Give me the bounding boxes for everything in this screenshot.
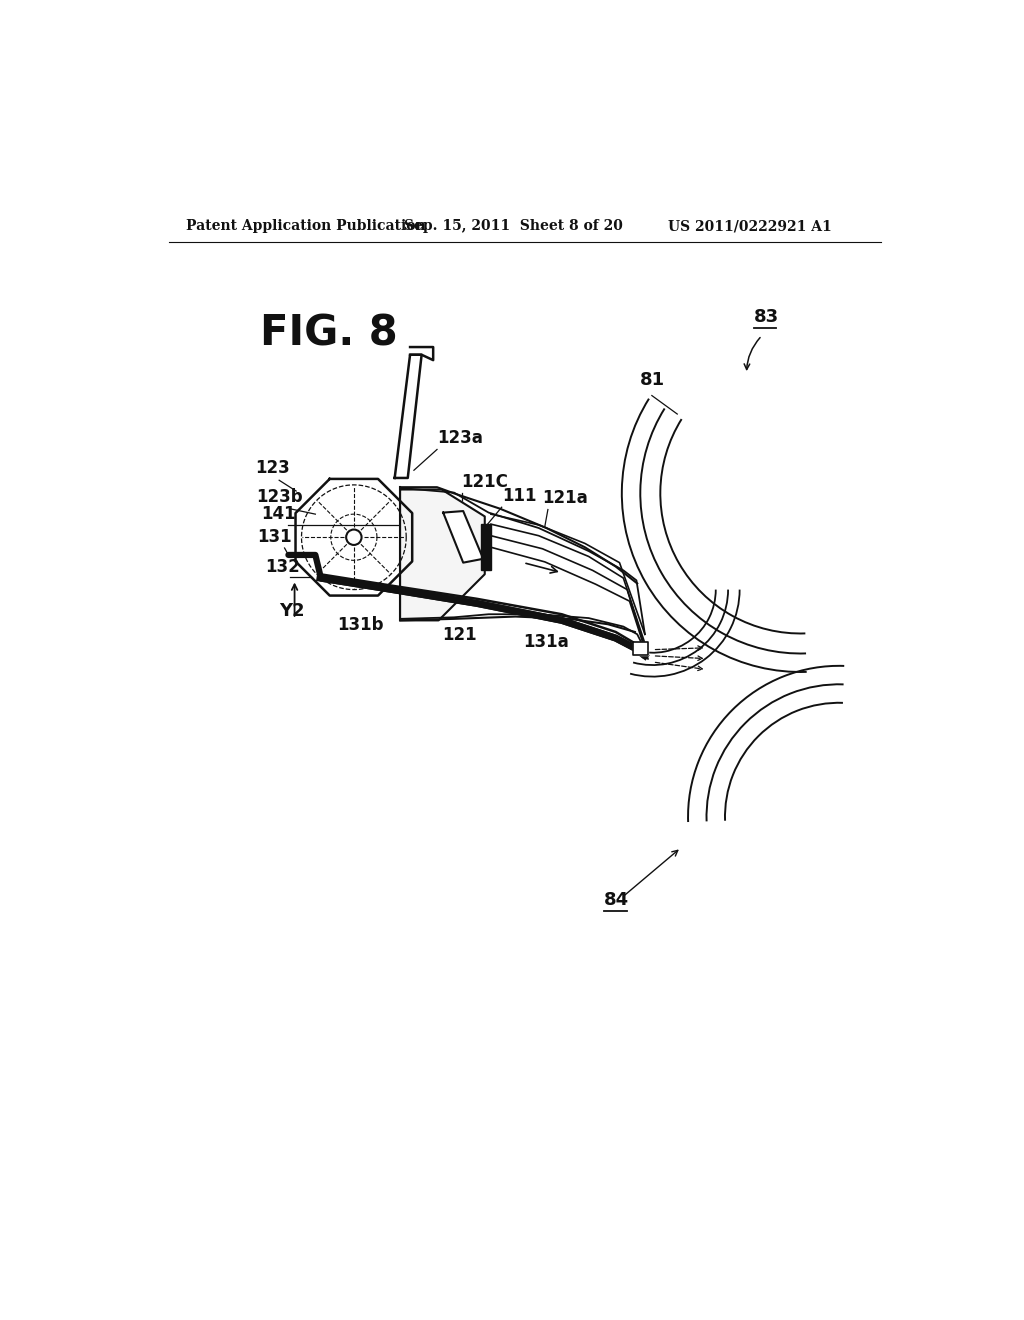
- Circle shape: [346, 529, 361, 545]
- Text: Y2: Y2: [280, 602, 305, 620]
- Text: 123b: 123b: [256, 488, 303, 507]
- Text: US 2011/0222921 A1: US 2011/0222921 A1: [668, 219, 831, 234]
- Text: 132: 132: [265, 558, 300, 576]
- Text: 84: 84: [604, 891, 629, 909]
- Text: 81: 81: [640, 371, 666, 389]
- Text: 131b: 131b: [337, 616, 383, 635]
- Text: Patent Application Publication: Patent Application Publication: [186, 219, 426, 234]
- Text: Sep. 15, 2011  Sheet 8 of 20: Sep. 15, 2011 Sheet 8 of 20: [403, 219, 623, 234]
- Text: 111: 111: [502, 487, 537, 506]
- Text: 131: 131: [258, 528, 292, 545]
- Text: 123a: 123a: [437, 429, 483, 447]
- Text: 131a: 131a: [523, 634, 569, 651]
- Text: 121a: 121a: [543, 490, 588, 507]
- Text: 83: 83: [755, 309, 779, 326]
- Polygon shape: [400, 490, 484, 620]
- Text: 121C: 121C: [462, 473, 509, 491]
- Polygon shape: [481, 524, 490, 570]
- Text: 121: 121: [442, 626, 477, 644]
- Text: 141: 141: [261, 506, 296, 524]
- Polygon shape: [633, 642, 648, 655]
- Polygon shape: [410, 347, 433, 360]
- Text: 123: 123: [255, 459, 290, 478]
- Text: FIG. 8: FIG. 8: [260, 313, 397, 354]
- Polygon shape: [394, 355, 422, 478]
- Polygon shape: [443, 511, 483, 562]
